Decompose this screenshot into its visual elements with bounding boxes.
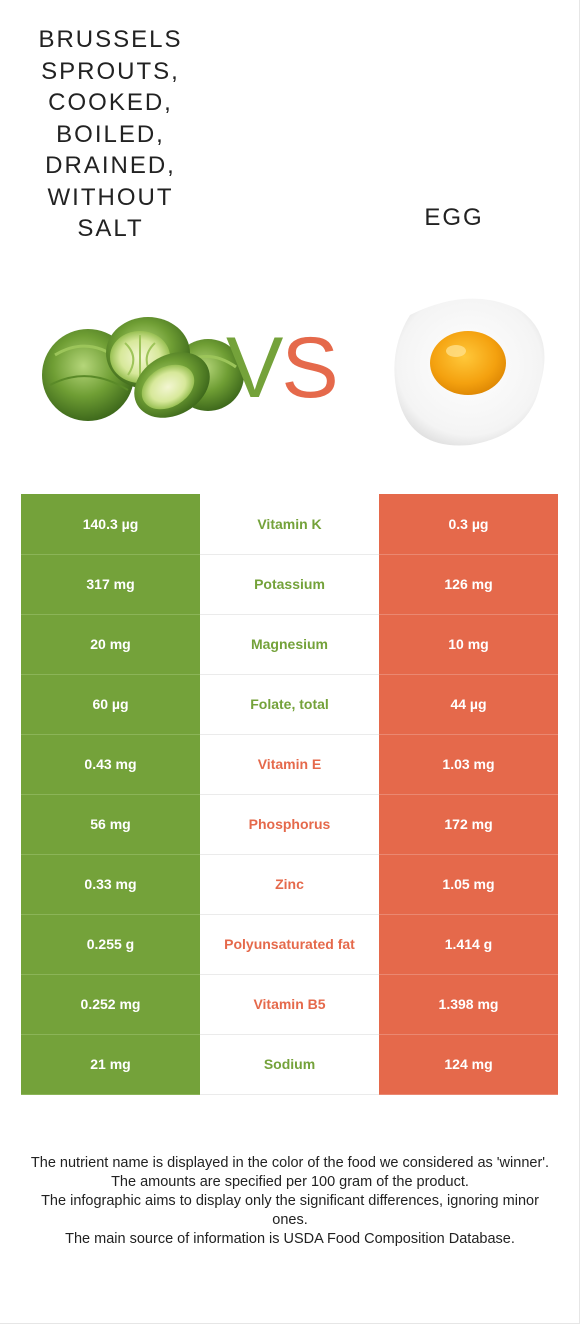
vs-letter-s: S — [281, 320, 338, 416]
left-food-title-line: COOKED, — [48, 89, 173, 116]
comparison-row: 56 mg Phosphorus 172 mg — [21, 794, 558, 855]
comparison-row: 0.33 mg Zinc 1.05 mg — [21, 854, 558, 915]
comparison-row: 0.43 mg Vitamin E 1.03 mg — [21, 734, 558, 795]
left-food-value: 20 mg — [21, 614, 200, 675]
comparison-row: 21 mg Sodium 124 mg — [21, 1034, 558, 1095]
left-food-title-line: BRUSSELS — [38, 26, 183, 53]
left-food-value: 0.255 g — [21, 914, 200, 975]
vs-letter-v: V — [226, 320, 283, 416]
left-food-value: 317 mg — [21, 554, 200, 615]
right-food-value: 124 mg — [379, 1034, 558, 1095]
footnotes: The nutrient name is displayed in the co… — [30, 1154, 550, 1249]
nutrient-name: Potassium — [200, 554, 379, 615]
left-food-value: 0.33 mg — [21, 854, 200, 915]
right-food-value: 1.414 g — [379, 914, 558, 975]
comparison-table: 140.3 µg Vitamin K 0.3 µg 317 mg Potassium 12… — [21, 494, 558, 1095]
nutrient-name: Vitamin B5 — [200, 974, 379, 1035]
right-food-value: 0.3 µg — [379, 494, 558, 555]
left-food-title-line: SALT — [77, 215, 144, 242]
left-food-value: 21 mg — [21, 1034, 200, 1095]
comparison-row: 20 mg Magnesium 10 mg — [21, 614, 558, 675]
fried-egg-image — [394, 298, 545, 446]
brussels-sprouts-image — [42, 317, 244, 421]
footnote: The amounts are specified per 100 gram o… — [111, 1174, 469, 1190]
nutrient-name: Phosphorus — [200, 794, 379, 855]
nutrient-name: Folate, total — [200, 674, 379, 735]
footnote: The main source of information is USDA F… — [65, 1231, 515, 1247]
left-food-value: 0.43 mg — [21, 734, 200, 795]
left-food-value: 0.252 mg — [21, 974, 200, 1035]
left-food-title-line: WITHOUT — [47, 183, 174, 211]
left-food-title-line: DRAINED, — [45, 152, 176, 179]
right-food-value: 1.398 mg — [379, 974, 558, 1035]
nutrient-name: Zinc — [200, 854, 379, 915]
left-food-value: 60 µg — [21, 674, 200, 735]
comparison-row: 317 mg Potassium 126 mg — [21, 554, 558, 615]
right-food-value: 126 mg — [379, 554, 558, 615]
sprout-cut-half — [141, 364, 195, 410]
right-food-value: 44 µg — [379, 674, 558, 735]
comparison-row: 0.252 mg Vitamin B5 1.398 mg — [21, 974, 558, 1035]
comparison-row: 0.255 g Polyunsaturated fat 1.414 g — [21, 914, 558, 975]
left-food-title-line: BOILED, — [56, 120, 165, 148]
right-food-value: 172 mg — [379, 794, 558, 855]
right-food-value: 10 mg — [379, 614, 558, 675]
nutrient-name: Vitamin K — [200, 494, 379, 555]
food-images — [42, 298, 545, 446]
nutrient-name: Vitamin E — [200, 734, 379, 795]
right-food-value: 1.05 mg — [379, 854, 558, 915]
right-food-title: EGG — [424, 204, 484, 231]
right-food-value: 1.03 mg — [379, 734, 558, 795]
left-food-title: BRUSSELS SPROUTS, COOKED, BOILED, DRAINE… — [18, 24, 203, 245]
nutrient-name: Magnesium — [200, 614, 379, 675]
nutrient-name: Sodium — [200, 1034, 379, 1095]
left-food-value: 140.3 µg — [21, 494, 200, 555]
left-food-title-line: SPROUTS, — [41, 57, 180, 85]
footnote: The nutrient name is displayed in the co… — [30, 1155, 550, 1171]
vs-label: VS — [226, 318, 339, 418]
egg-yolk — [430, 331, 506, 395]
footnote: The infographic aims to display only the… — [41, 1193, 539, 1228]
nutrient-name: Polyunsaturated fat — [200, 914, 379, 975]
left-food-value: 56 mg — [21, 794, 200, 855]
comparison-row: 60 µg Folate, total 44 µg — [21, 674, 558, 735]
comparison-row: 140.3 µg Vitamin K 0.3 µg — [21, 494, 558, 555]
